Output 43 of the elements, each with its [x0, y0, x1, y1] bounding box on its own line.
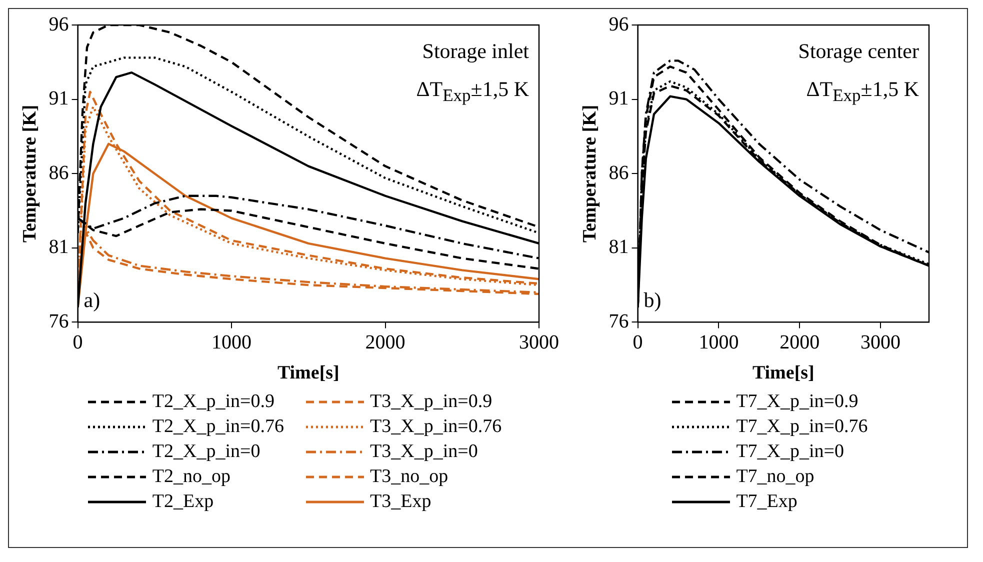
legend-label: T7_Exp — [736, 490, 798, 514]
legend-label: T3_X_p_in=0 — [370, 440, 478, 464]
legend-label: T7_X_p_in=0.76 — [736, 415, 868, 439]
x-tick-label: 0 — [632, 331, 643, 354]
legend-label: T3_X_p_in=0.9 — [370, 390, 492, 414]
y-tick-label: 81 — [608, 236, 629, 258]
y-tick-label: 86 — [608, 162, 629, 184]
y-tick-label: 91 — [48, 88, 69, 110]
y-tick-label: 76 — [48, 310, 69, 332]
x-tick-label: 3000 — [519, 331, 559, 354]
legend-label: T3_Exp — [370, 490, 432, 514]
y-tick-label: 81 — [48, 236, 69, 258]
y-tick-label: 96 — [608, 13, 629, 36]
y-axis-title: Temperature [K] — [579, 104, 600, 242]
x-tick-label: 3000 — [860, 331, 900, 354]
annotation: Storage inlet — [422, 39, 529, 64]
annotation: b) — [644, 288, 662, 314]
y-axis-title: Temperature [K] — [19, 104, 40, 242]
legend-label: T2_no_op — [152, 465, 231, 489]
annotation: ΔT$_{Exp}$±1,5 K — [416, 77, 529, 106]
annotation: Storage center — [798, 39, 919, 64]
legend-label: T3_X_p_in=0.76 — [370, 415, 502, 439]
x-tick-label: 1000 — [212, 331, 252, 354]
legend-label: T2_X_p_in=0 — [152, 440, 260, 464]
x-tick-label: 1000 — [698, 331, 739, 354]
y-tick-label: 96 — [48, 13, 69, 36]
legend-label: T3_no_op — [370, 465, 448, 489]
legend-label: T2_X_p_in=0.76 — [152, 415, 284, 439]
y-tick-label: 76 — [608, 310, 629, 332]
annotation: a) — [84, 288, 100, 314]
x-tick-label: 2000 — [365, 331, 406, 354]
y-tick-label: 91 — [608, 88, 629, 110]
legend-label: T7_no_op — [736, 465, 814, 489]
legend-label: T2_Exp — [152, 490, 214, 514]
legend-label: T7_X_p_in=0 — [736, 440, 844, 464]
y-tick-label: 86 — [48, 162, 69, 184]
x-tick-label: 0 — [72, 331, 83, 354]
x-axis-title: Time[s] — [277, 362, 340, 384]
x-axis-title: Time[s] — [752, 362, 814, 384]
legend-label: T7_X_p_in=0.9 — [736, 390, 858, 414]
annotation: ΔT$_{Exp}$±1,5 K — [806, 77, 919, 106]
x-tick-label: 2000 — [780, 331, 820, 354]
legend-label: T2_X_p_in=0.9 — [152, 390, 274, 414]
